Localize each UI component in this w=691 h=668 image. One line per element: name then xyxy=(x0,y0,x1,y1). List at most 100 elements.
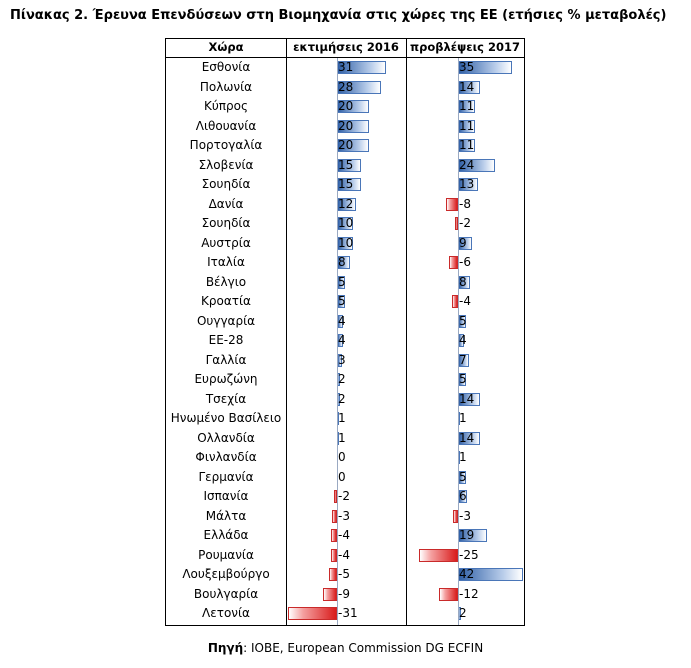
value-2017: 13 xyxy=(459,177,475,191)
country-label: Αυστρία xyxy=(201,235,251,250)
country-label: Ισπανία xyxy=(203,489,249,503)
value-2016: 1 xyxy=(338,411,346,425)
value-2017: -25 xyxy=(459,547,479,562)
country-label: Δανία xyxy=(208,196,244,211)
country-label: Ουγγαρία xyxy=(196,313,256,328)
value-2016: 15 xyxy=(338,177,354,191)
value-2017: 14 xyxy=(459,430,475,445)
value-2017: 42 xyxy=(459,567,475,581)
value-2017: -4 xyxy=(459,294,471,308)
value-2016: 31 xyxy=(338,60,354,74)
bar-2017 xyxy=(448,256,458,269)
table-row: Εσθονία 31 35 xyxy=(166,58,524,78)
bar-2017 xyxy=(451,295,458,308)
value-2017: 4 xyxy=(459,333,467,347)
value-2016: 0 xyxy=(338,450,346,464)
value-2017: 24 xyxy=(459,157,475,172)
data-table: Χώρα εκτιμήσεις 2016 προβλέψεις 2017 Εσθ… xyxy=(165,38,525,626)
bar-2017 xyxy=(439,587,458,601)
value-2016: -4 xyxy=(338,547,350,562)
column-divider-1 xyxy=(286,39,287,625)
bar-2016 xyxy=(330,529,337,542)
value-2017: -2 xyxy=(459,216,471,230)
value-2016: 20 xyxy=(338,118,354,133)
country-label: Βέλγιο xyxy=(205,274,247,289)
country-label: Ελλάδα xyxy=(203,528,249,542)
table-row: Λιθουανία 20 11 xyxy=(166,117,524,137)
table-row: Σουηδία 15 13 xyxy=(166,175,524,195)
value-2017: 11 xyxy=(459,118,475,133)
value-2016: 20 xyxy=(338,138,354,152)
value-2016: -2 xyxy=(338,489,350,503)
value-2017: 35 xyxy=(459,60,475,74)
country-label: Πορτογαλία xyxy=(189,138,263,152)
country-label: Μάλτα xyxy=(205,508,247,523)
table-row: Δανία 12 -8 xyxy=(166,195,524,215)
value-2016: 8 xyxy=(338,255,346,269)
table-row: Ιταλία 8 -6 xyxy=(166,253,524,273)
bar-2016 xyxy=(329,568,337,581)
value-2016: 12 xyxy=(338,196,354,211)
value-2016: 5 xyxy=(338,294,346,308)
value-2017: 11 xyxy=(459,138,475,152)
country-label: ΕΕ-28 xyxy=(208,333,244,347)
table-row: Ρουμανία -4 -25 xyxy=(166,546,524,566)
bar-2017 xyxy=(453,509,458,523)
country-label: Σλοβενία xyxy=(198,157,254,172)
country-label: Κύπρος xyxy=(203,99,249,113)
country-label: Ευρωζώνη xyxy=(194,372,258,386)
value-2016: 1 xyxy=(338,430,346,445)
table-row: Γαλλία 3 7 xyxy=(166,351,524,371)
value-2017: 11 xyxy=(459,99,475,113)
table-row: Ηνωμένο Βασίλειο 1 1 xyxy=(166,409,524,429)
value-2016: 15 xyxy=(338,157,354,172)
source-text: : IOBE, European Commission DG ECFIN xyxy=(243,641,484,655)
value-2017: -8 xyxy=(459,196,471,211)
table-row: Βέλγιο 5 8 xyxy=(166,273,524,293)
table-row: Λουξεμβούργο -5 42 xyxy=(166,565,524,585)
value-2017: 1 xyxy=(459,450,467,464)
table-row: Γερμανία 0 5 xyxy=(166,468,524,488)
table-row: Ισπανία -2 6 xyxy=(166,487,524,507)
country-label: Βουλγαρία xyxy=(193,586,259,601)
bar-2016 xyxy=(322,587,337,601)
value-2016: 10 xyxy=(338,235,354,250)
value-2016: 0 xyxy=(338,469,346,484)
country-label: Γερμανία xyxy=(198,469,254,484)
value-2016: -31 xyxy=(338,606,358,620)
table-row: Ουγγαρία 4 5 xyxy=(166,312,524,332)
source-note: Πηγή: IOBE, European Commission DG ECFIN xyxy=(0,641,691,655)
table-row: Πορτογαλία 20 11 xyxy=(166,136,524,156)
column-divider-2 xyxy=(406,39,407,625)
table-row: Πολωνία 28 14 xyxy=(166,78,524,98)
value-2017: -12 xyxy=(459,586,479,601)
country-label: Λετονία xyxy=(202,606,250,620)
value-2016: -5 xyxy=(338,567,350,581)
bar-2016 xyxy=(288,607,337,620)
country-label: Ιταλία xyxy=(207,255,245,269)
header-2017: προβλέψεις 2017 xyxy=(410,40,520,54)
value-2017: 8 xyxy=(459,274,467,289)
value-2016: -9 xyxy=(338,586,350,601)
bar-2016 xyxy=(330,548,337,562)
country-label: Κροατία xyxy=(201,294,251,308)
bar-2017 xyxy=(454,217,458,230)
country-label: Τσεχία xyxy=(205,391,247,406)
country-label: Λιθουανία xyxy=(195,118,257,133)
bar-2017 xyxy=(419,548,458,562)
value-2016: 4 xyxy=(338,313,346,328)
value-2016: 10 xyxy=(338,216,354,230)
header-2016: εκτιμήσεις 2016 xyxy=(293,40,399,54)
zero-axis-2017 xyxy=(458,58,459,625)
value-2017: 14 xyxy=(459,79,475,94)
value-2017: 6 xyxy=(459,489,467,503)
table-row: Σουηδία 10 -2 xyxy=(166,214,524,234)
value-2017: 5 xyxy=(459,469,467,484)
country-label: Σουηδία xyxy=(201,177,251,191)
country-label: Εσθονία xyxy=(201,60,251,74)
value-2017: 5 xyxy=(459,313,467,328)
bar-2016 xyxy=(333,490,337,503)
bar-2017 xyxy=(445,197,458,211)
country-label: Ηνωμένο Βασίλειο xyxy=(170,411,282,425)
value-2017: -3 xyxy=(459,508,471,523)
